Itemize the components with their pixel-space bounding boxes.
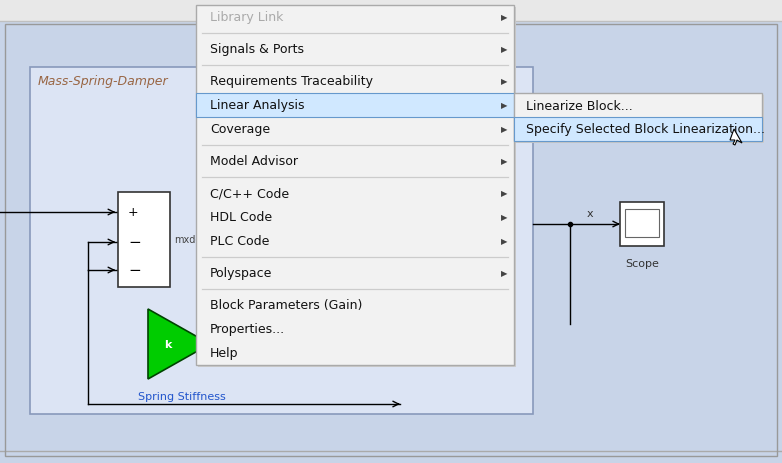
- Polygon shape: [148, 309, 210, 379]
- Bar: [514, 118, 762, 142]
- Text: Mass-Spring-Damper: Mass-Spring-Damper: [38, 75, 169, 88]
- Text: −: −: [128, 263, 141, 278]
- Bar: [30, 68, 533, 414]
- Text: Linearize Block...: Linearize Block...: [526, 99, 633, 112]
- Text: Properties...: Properties...: [210, 323, 285, 336]
- Bar: [118, 193, 170, 288]
- Text: ▶: ▶: [500, 189, 508, 198]
- Text: −: −: [128, 235, 141, 250]
- Text: ▶: ▶: [500, 157, 508, 166]
- Text: Library Link: Library Link: [210, 12, 283, 25]
- Text: Spring Stiffness: Spring Stiffness: [138, 391, 226, 401]
- Bar: [198, 8, 516, 367]
- Bar: [0, 0, 782, 22]
- Text: ▶: ▶: [500, 101, 508, 110]
- Text: ▶: ▶: [500, 77, 508, 86]
- Text: ▶: ▶: [500, 237, 508, 246]
- Text: Polyspace: Polyspace: [210, 267, 272, 280]
- Text: mxdotd: mxdotd: [174, 234, 211, 244]
- Text: Requirements Traceability: Requirements Traceability: [210, 75, 373, 88]
- Text: k: k: [164, 339, 172, 349]
- Text: Model Advisor: Model Advisor: [210, 155, 298, 168]
- Bar: [514, 94, 762, 142]
- Polygon shape: [730, 130, 742, 146]
- Text: ▶: ▶: [500, 13, 508, 22]
- Text: Linear Analysis: Linear Analysis: [210, 99, 304, 112]
- Bar: [620, 202, 664, 246]
- Text: ▶: ▶: [500, 125, 508, 134]
- Text: ▶: ▶: [500, 269, 508, 278]
- Text: Coverage: Coverage: [210, 123, 270, 136]
- Bar: [196, 94, 514, 118]
- Text: x: x: [586, 208, 594, 219]
- Text: PLC Code: PLC Code: [210, 235, 269, 248]
- Text: +: +: [128, 206, 138, 219]
- Bar: [625, 210, 659, 238]
- Text: Help: Help: [210, 347, 239, 360]
- Text: Scope: Scope: [625, 258, 659, 269]
- Text: ▶: ▶: [500, 213, 508, 222]
- Text: C/C++ Code: C/C++ Code: [210, 187, 289, 200]
- Text: ▶: ▶: [500, 45, 508, 54]
- Text: HDL Code: HDL Code: [210, 211, 272, 224]
- Bar: [196, 6, 514, 365]
- Text: Signals & Ports: Signals & Ports: [210, 44, 304, 56]
- Bar: [516, 96, 764, 144]
- Text: Specify Selected Block Linearization...: Specify Selected Block Linearization...: [526, 123, 765, 136]
- Text: Block Parameters (Gain): Block Parameters (Gain): [210, 299, 362, 312]
